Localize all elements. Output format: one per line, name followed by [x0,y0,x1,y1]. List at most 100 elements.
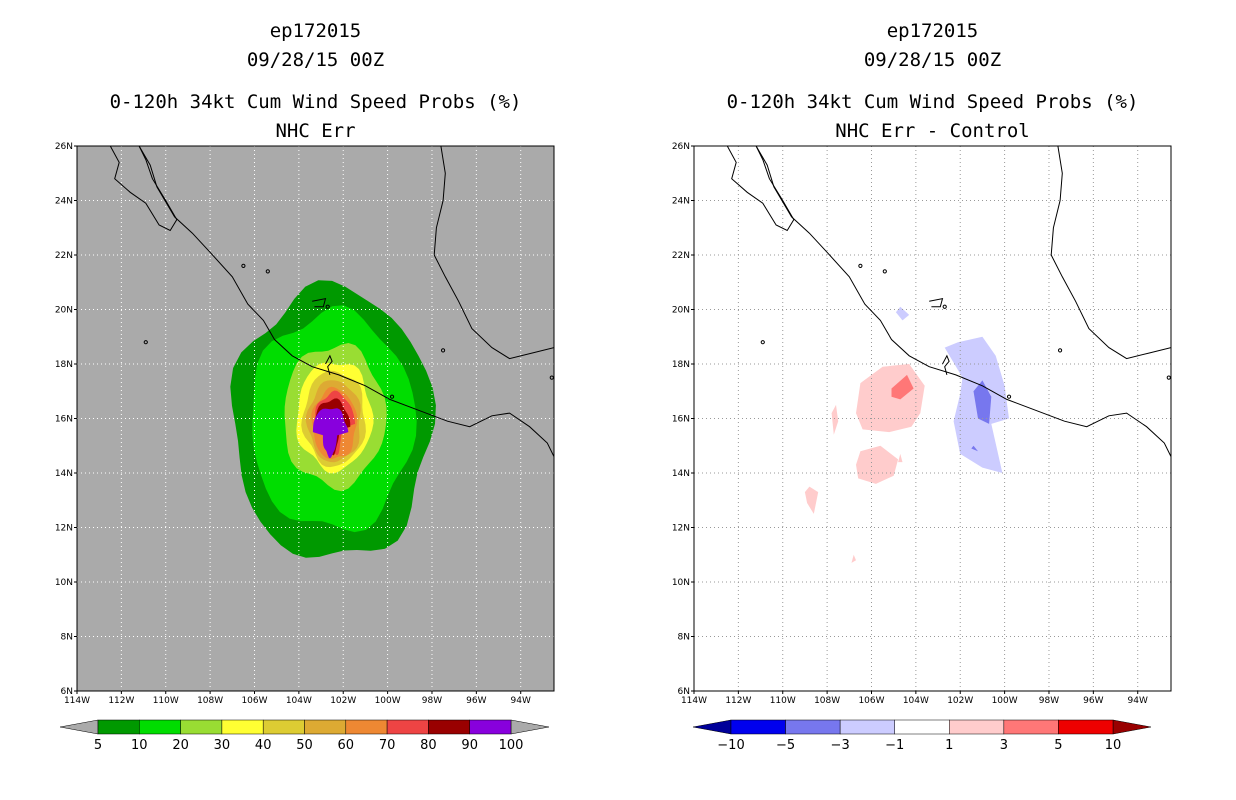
x-tick-label: 110W [153,696,179,706]
right-colorbar-segment [949,719,1005,735]
left-colorbar-label: 30 [214,738,231,753]
right-colorbar: −10 −5 −3 −1 1 3 5 10 [692,719,1152,753]
x-tick-label: 100W [992,696,1018,706]
right-colorbar-label: 1 [945,738,953,753]
x-tick-label: 102W [947,696,973,706]
x-tick-label: 106W [858,696,884,706]
left-colorbar-left-tip [59,719,99,735]
left-colorbar-label: 20 [172,738,189,753]
left-colorbar: 5 10 20 30 40 50 60 70 80 90 100 [59,719,550,753]
right-colorbar-label: 5 [1054,738,1062,753]
coastline-0 [138,146,554,457]
left-colorbar-segment [304,719,347,735]
x-tick-label: 96W [466,696,486,706]
right-map-background [694,146,1171,691]
y-tick-label: 20N [55,306,73,316]
y-tick-label: 22N [672,251,690,261]
x-tick-label: 108W [197,696,223,706]
x-tick-label: 106W [241,696,267,706]
y-tick-label: 26N [672,142,690,152]
island-7 [1006,394,1012,399]
diff-region-1 [856,445,899,484]
right-colorbar-segment [785,719,841,735]
right-colorbar-segment [1003,719,1059,735]
right-gridlines [694,146,1171,691]
diff-region-4 [851,554,856,563]
right-colorbar-label: −10 [717,738,744,753]
y-tick-label: 10N [55,578,73,588]
x-tick-label: 108W [814,696,840,706]
right-contour-fill [804,306,1009,563]
prob-contour-90 [312,408,349,459]
left-colorbar-segment [221,719,264,735]
coastline-4 [325,354,333,376]
left-storm-id: ep172015 [269,20,362,42]
y-tick-label: 10N [672,578,690,588]
left-datetime: 09/28/15 00Z [246,49,385,71]
y-tick-label: 12N [672,524,690,534]
x-tick-label: 112W [725,696,751,706]
x-tick-label: 98W [1039,696,1059,706]
y-tick-label: 18N [55,360,73,370]
island-3 [265,269,270,274]
x-tick-label: 104W [903,696,929,706]
left-map-panel: 6N 8N 10N 12N 14N 16N 18N 20N 22N 24N 26N 114W 112W 1… [55,142,555,706]
island-6 [1166,375,1171,380]
left-colorbar-right-tip [510,719,550,735]
left-colorbar-label: 5 [94,738,102,753]
diff-region-2 [804,486,819,514]
y-tick-label: 24N [55,197,73,207]
left-colorbar-label: 10 [131,738,148,753]
left-chart-title: 0-120h 34kt Cum Wind Speed Probs (%) [109,91,522,113]
coastline-3 [312,297,327,308]
x-tick-label: 94W [511,696,531,706]
x-tick-label: 110W [770,696,796,706]
right-colorbar-segment [730,719,786,735]
y-tick-label: 14N [55,469,73,479]
coastline-3 [929,297,944,308]
left-colorbar-label: 100 [499,738,524,753]
diff-region-9 [973,380,992,424]
island-2 [858,263,863,268]
diff-region-10 [971,445,978,452]
coastline-2 [433,146,554,360]
coastline-0 [755,146,1171,457]
coastline-4 [942,354,950,376]
y-tick-label: 8N [61,633,73,643]
y-tick-label: 18N [672,360,690,370]
island-2 [241,263,246,268]
island-4 [325,304,330,309]
coastline-1 [109,146,178,232]
island-5 [440,348,446,353]
x-tick-label: 96W [1083,696,1103,706]
right-colorbar-segment [1058,719,1114,735]
y-tick-label: 14N [672,469,690,479]
island-6 [549,375,554,380]
diff-region-5 [898,453,903,463]
island-1 [60,352,63,355]
right-colorbar-segment [894,719,950,735]
island-0 [760,340,765,345]
island-5 [1057,348,1063,353]
island-1 [677,352,680,355]
y-tick-label: 8N [678,633,690,643]
x-tick-label: 114W [64,696,90,706]
right-datetime: 09/28/15 00Z [863,49,1002,71]
left-coastlines [60,146,554,457]
island-4 [942,304,947,309]
y-tick-label: 26N [55,142,73,152]
right-chart-title: 0-120h 34kt Cum Wind Speed Probs (%) [726,91,1139,113]
left-colorbar-segment [262,719,305,735]
y-tick-label: 12N [55,524,73,534]
right-colorbar-label: 10 [1105,738,1122,753]
right-map-panel: 6N 8N 10N 12N 14N 16N 18N 20N 22N 24N 26N 114W 112W 1… [672,142,1172,706]
y-tick-label: 22N [55,251,73,261]
left-colorbar-segment [469,719,512,735]
x-tick-label: 98W [422,696,442,706]
coastline-2 [1050,146,1171,360]
left-colorbar-label: 40 [255,738,272,753]
island-7 [389,394,395,399]
y-tick-label: 6N [678,687,690,697]
left-colorbar-segment [97,719,140,735]
